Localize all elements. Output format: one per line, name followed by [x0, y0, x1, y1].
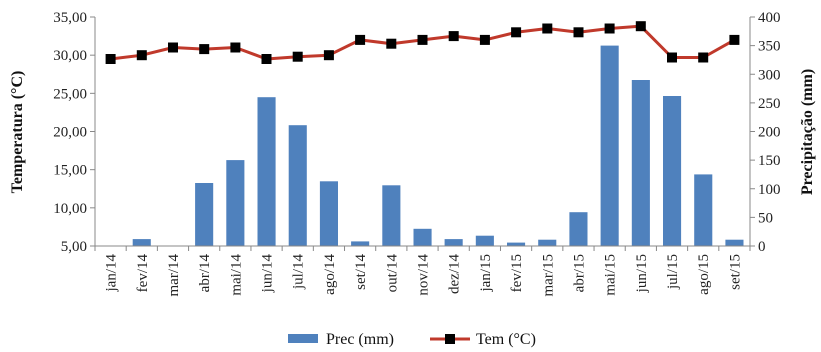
temperature-marker-ago-15: [698, 52, 709, 63]
x-tick-label: jan/14: [104, 254, 120, 293]
bar-dez-14: [444, 239, 463, 246]
temperature-marker-jun-15: [635, 21, 646, 32]
bar-abr-14: [195, 183, 214, 246]
x-tick-label: jan/15: [478, 254, 494, 293]
right-tick-label: 200: [758, 125, 781, 141]
x-tick-label: jun/15: [634, 254, 650, 293]
right-axis-title: Precipitação (mm): [799, 69, 816, 195]
temperature-marker-fev-15: [511, 27, 522, 38]
left-tick-label: 25,00: [53, 86, 87, 102]
x-tick-label: jun/14: [260, 254, 276, 294]
bar-jun-15: [631, 80, 650, 246]
axes-group: [90, 16, 755, 251]
bar-mar-15: [538, 239, 557, 246]
x-tick-label: fev/15: [509, 254, 525, 292]
temperature-marker-jan-14: [105, 54, 116, 64]
temperature-marker-jul-15: [667, 52, 677, 63]
left-tick-label: 15,00: [53, 163, 87, 179]
right-tick-label: 150: [758, 153, 781, 169]
x-tick-label: nov/14: [416, 254, 432, 296]
x-tick-label: out/14: [384, 254, 400, 293]
bar-ago-14: [319, 181, 338, 246]
bar-set-14: [351, 241, 370, 246]
bar-mai-15: [600, 45, 619, 246]
temperature-marker-jan-15: [479, 34, 490, 45]
temperature-marker-dez-14: [448, 31, 459, 42]
x-tick-label: ago/14: [322, 254, 338, 295]
right-tick-label: 100: [758, 182, 781, 198]
line-group: [105, 21, 740, 64]
left-tick-label: 35,00: [53, 10, 87, 26]
x-tick-label: mai/15: [603, 254, 619, 296]
left-tick-label: 20,00: [53, 125, 87, 141]
temperature-marker-abr-14: [199, 44, 210, 55]
right-tick-label: 0: [758, 239, 766, 255]
legend-swatch-prec: [288, 334, 318, 343]
x-tick-label: ago/15: [696, 254, 712, 295]
bar-set-15: [725, 239, 744, 246]
left-tick-label: 10,00: [53, 201, 87, 217]
bar-mai-14: [226, 160, 245, 246]
bars-group: [132, 45, 744, 246]
temperature-marker-set-15: [729, 34, 740, 45]
legend-label-tem: Tem (°C): [476, 331, 536, 348]
right-tick-label: 250: [758, 96, 781, 112]
temperature-marker-out-14: [386, 38, 397, 49]
temperature-marker-mar-14: [168, 42, 178, 53]
x-tick-label: jul/14: [291, 254, 307, 291]
bar-jan-15: [475, 235, 494, 246]
x-tick-label: abr/14: [197, 254, 213, 293]
bar-out-14: [382, 185, 401, 246]
bar-jul-14: [288, 125, 307, 246]
left-tick-label: 5,00: [61, 239, 87, 255]
bar-jul-15: [663, 96, 682, 246]
bar-nov-14: [413, 228, 432, 246]
legend: Prec (mm) Tem (°C): [288, 331, 536, 348]
temperature-marker-jul-14: [292, 51, 303, 62]
x-tick-label: mar/15: [540, 254, 556, 297]
right-tick-label: 300: [758, 67, 781, 83]
temperature-marker-jun-14: [261, 54, 272, 64]
left-axis-title: Temperatura (°C): [9, 71, 26, 194]
x-tick-label: set/14: [353, 254, 369, 290]
temperature-marker-mai-15: [604, 23, 615, 34]
bar-fev-14: [132, 239, 151, 246]
x-tick-label: mar/14: [166, 254, 182, 297]
right-tick-label: 350: [758, 39, 781, 55]
x-tick-label: abr/15: [571, 254, 587, 292]
legend-marker-tem: [445, 334, 455, 344]
right-tick-label: 50: [758, 210, 773, 226]
x-tick-label: jul/15: [665, 254, 681, 290]
x-tick-label: set/15: [727, 254, 743, 290]
x-tick-label: mai/14: [228, 254, 244, 296]
temperature-marker-mai-14: [230, 42, 241, 53]
temperature-marker-ago-14: [323, 50, 334, 61]
temperature-marker-fev-14: [136, 50, 147, 61]
bar-fev-15: [507, 242, 526, 246]
bar-ago-15: [694, 174, 713, 246]
temperature-marker-set-14: [355, 34, 366, 45]
bar-jun-14: [257, 97, 276, 246]
labels-group: 5,00 10,00 15,00 20,00 25,00 30,00 35,00 0 50 100…: [53, 10, 780, 297]
temperature-marker-mar-15: [542, 23, 553, 34]
temperature-marker-abr-15: [573, 27, 584, 38]
left-tick-label: 30,00: [53, 48, 87, 64]
right-tick-label: 400: [758, 10, 781, 26]
legend-label-prec: Prec (mm): [326, 331, 394, 348]
x-tick-label: dez/14: [447, 254, 463, 294]
temperature-marker-nov-14: [417, 34, 428, 45]
x-tick-label: fev/14: [135, 254, 151, 293]
bar-abr-15: [569, 212, 588, 246]
